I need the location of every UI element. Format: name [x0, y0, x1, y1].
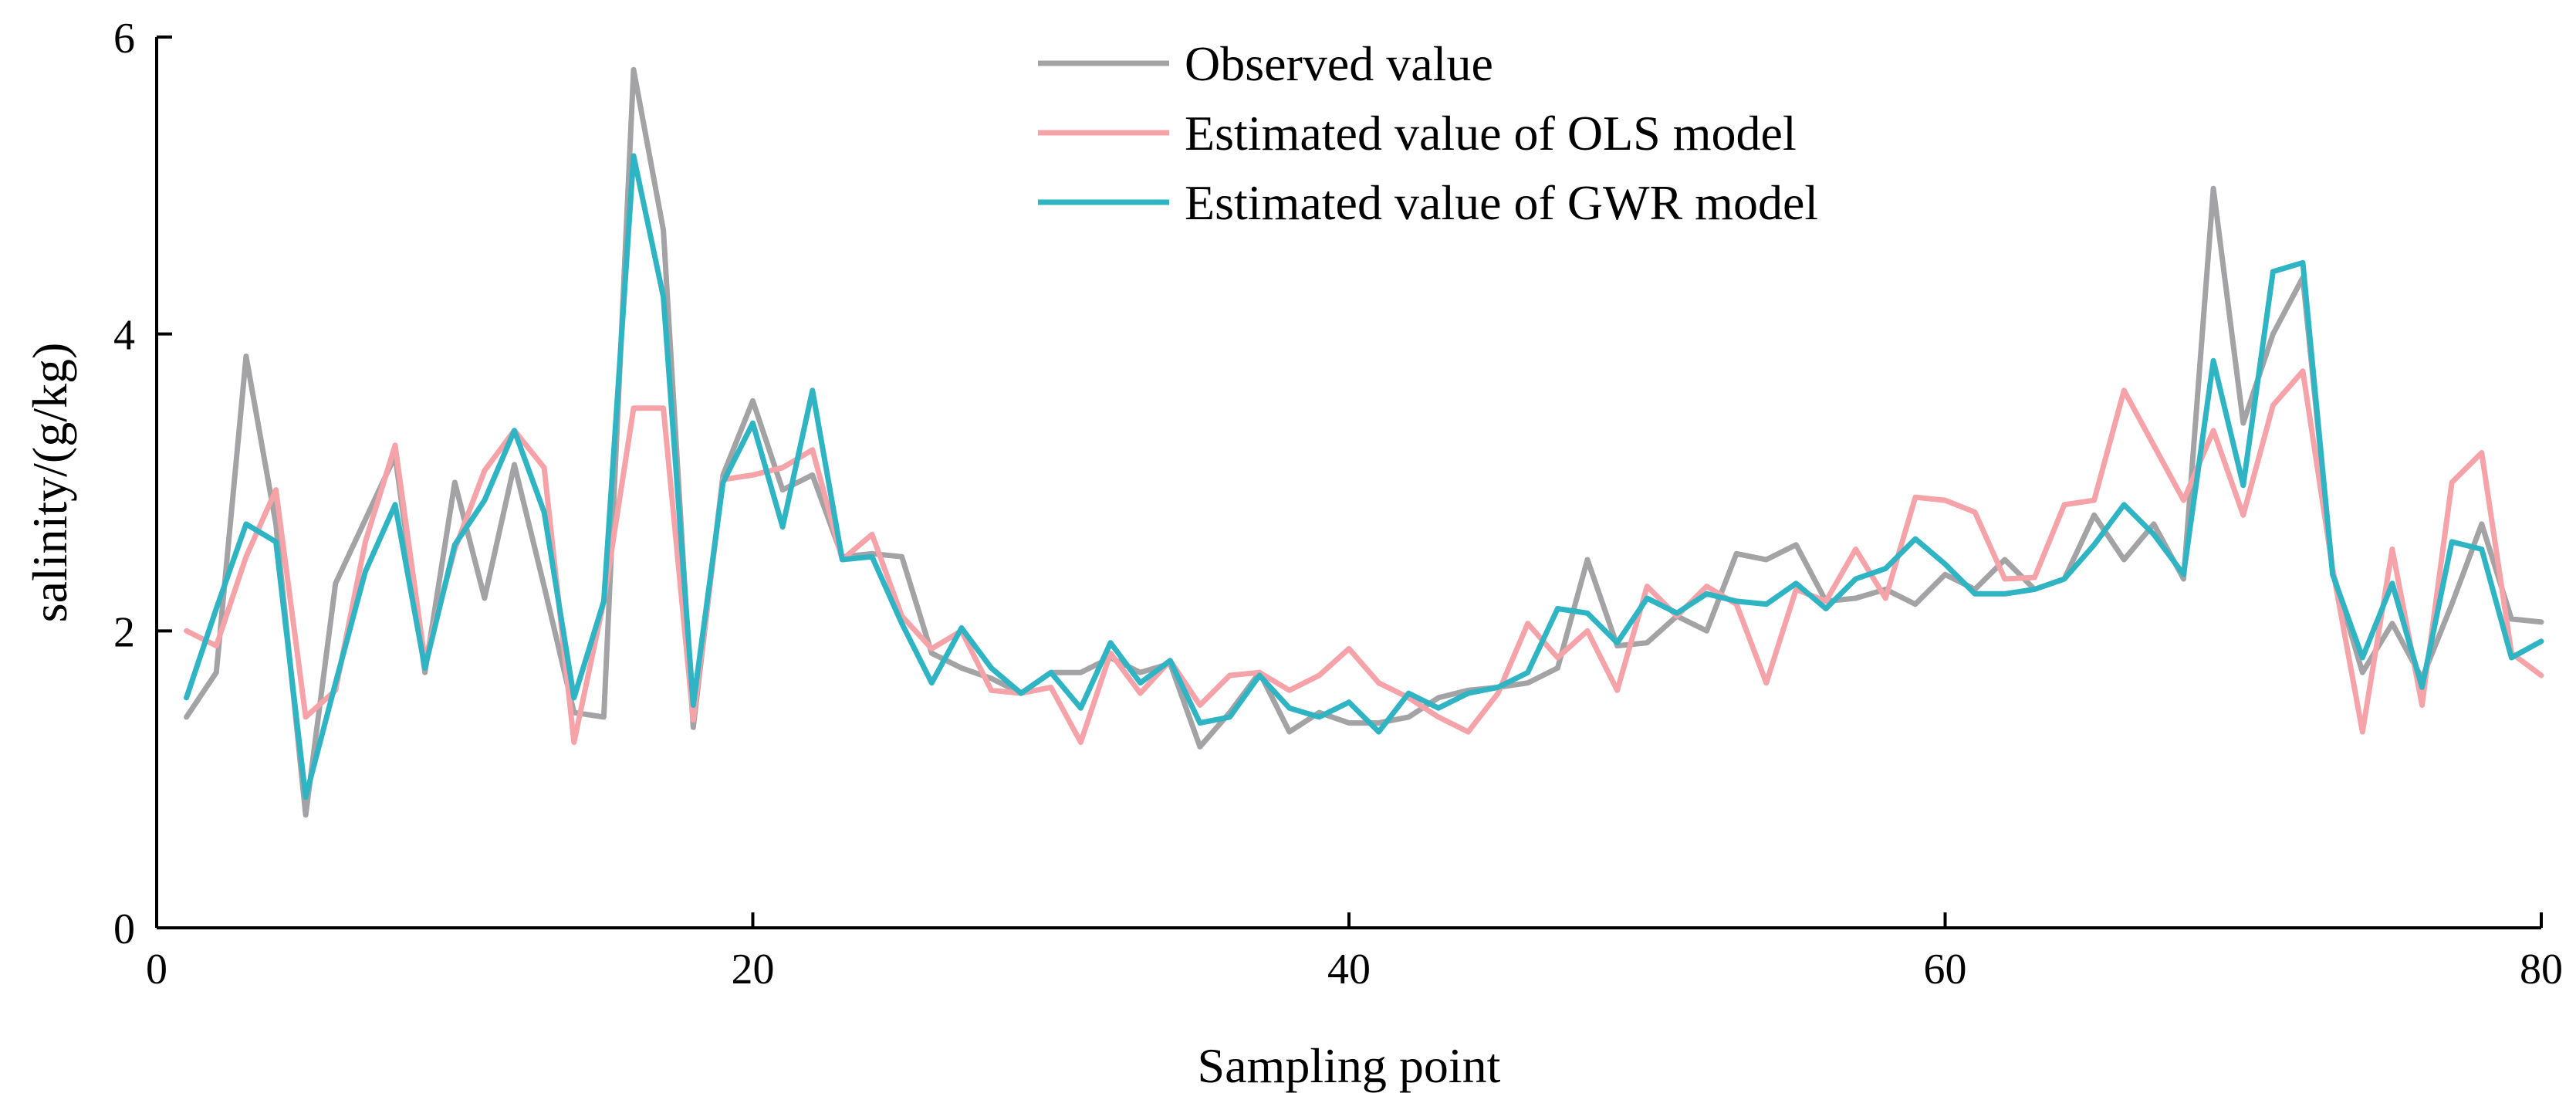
y-tick-label: 6	[113, 15, 135, 63]
legend-label-1: Observed value	[1185, 36, 1493, 91]
y-tick-label: 0	[113, 905, 135, 953]
x-tick-label: 60	[1924, 946, 1967, 993]
axes	[155, 37, 2541, 929]
series-line-3	[184, 153, 2544, 800]
x-tick-label: 0	[146, 946, 167, 993]
legend: Observed value Estimated value of OLS mod…	[1038, 36, 1818, 230]
y-axis-title: salinity/(g/kg)	[22, 343, 77, 623]
x-tick-label: 20	[732, 946, 775, 993]
series-group	[184, 66, 2544, 818]
legend-label-2: Estimated value of OLS model	[1185, 106, 1797, 161]
y-tick-label: 4	[113, 312, 135, 360]
series-line-2	[184, 368, 2544, 746]
y-tick-label: 2	[113, 608, 135, 656]
ticks: 0 20 40 60 80 0 2 4 6	[113, 15, 2563, 993]
x-axis-title: Sampling point	[1198, 1038, 1501, 1093]
x-tick-label: 40	[1327, 946, 1371, 993]
legend-label-3: Estimated value of GWR model	[1185, 175, 1818, 230]
x-tick-label: 80	[2520, 946, 2563, 993]
